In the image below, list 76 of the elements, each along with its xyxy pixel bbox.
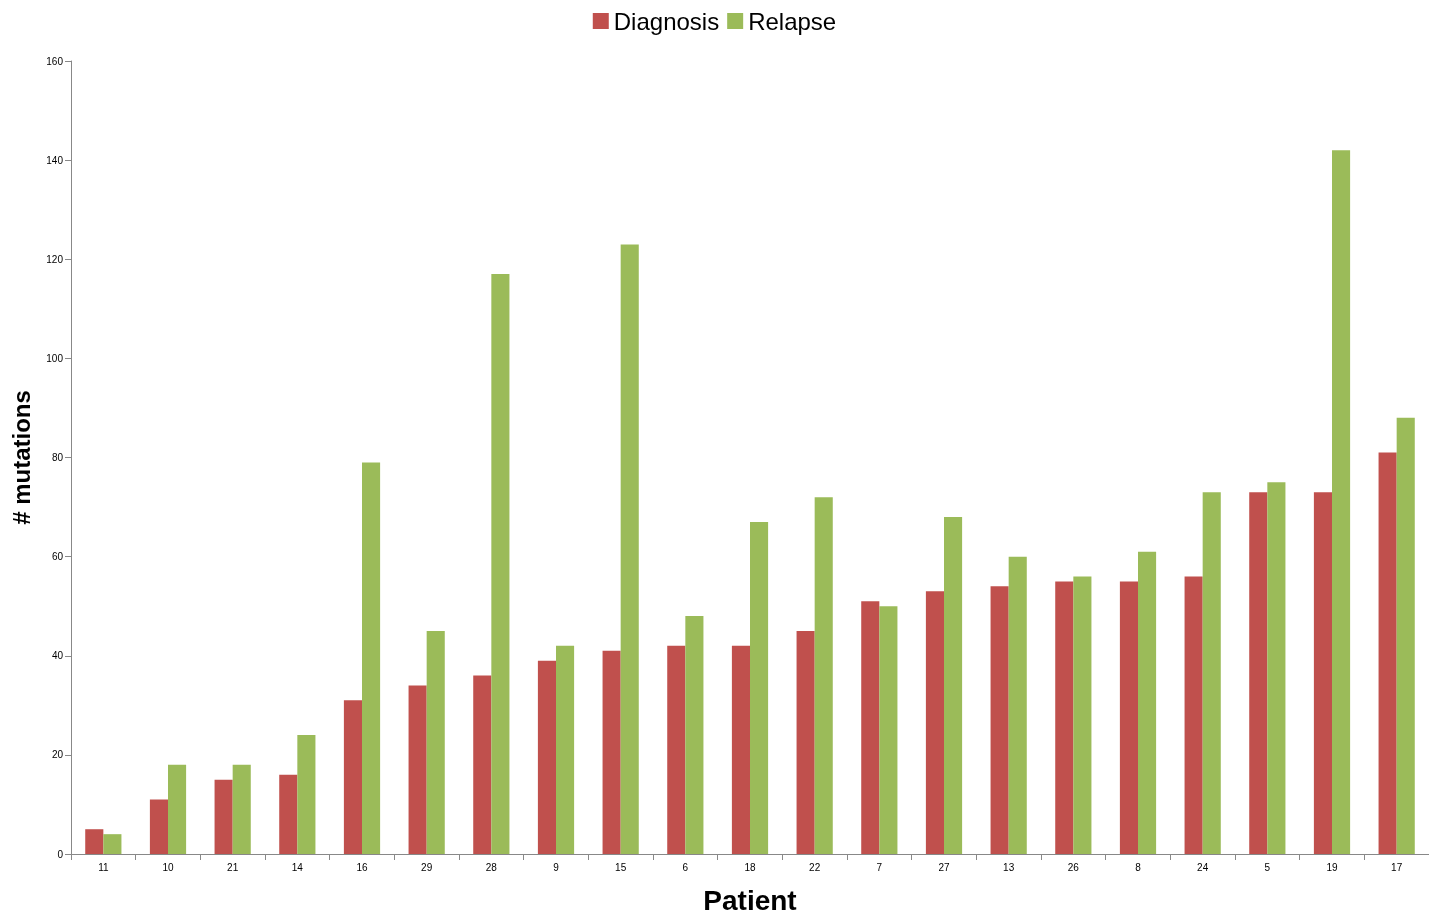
y-tick-label: 120: [46, 253, 64, 265]
bar: [1055, 581, 1074, 854]
bar: [556, 645, 575, 854]
bar: [279, 774, 298, 854]
bar: [362, 462, 381, 854]
y-tick-label: 60: [51, 551, 64, 563]
bar: [1332, 150, 1351, 854]
legend-label: Diagnosis: [613, 7, 720, 35]
bar: [343, 700, 362, 854]
legend-label: Relapse: [748, 7, 837, 35]
bar: [232, 764, 251, 854]
bar: [491, 274, 510, 854]
bar: [1073, 576, 1092, 854]
bar: [925, 591, 944, 854]
bar: [602, 650, 621, 854]
y-tick-label: 80: [51, 452, 64, 463]
bar: [667, 645, 686, 854]
bar: [990, 586, 1009, 854]
bar: [879, 606, 898, 854]
x-tick-label: 5: [1264, 861, 1271, 873]
y-axis-title: # mutations: [7, 390, 35, 525]
x-tick-label: 7: [876, 861, 883, 873]
bar: [537, 660, 556, 854]
bar: [85, 829, 104, 854]
y-tick-label: 20: [51, 749, 64, 761]
y-tick-label: 40: [51, 650, 64, 662]
x-tick-label: 22: [809, 861, 821, 873]
x-tick-label: 14: [291, 861, 304, 873]
bar: [1249, 492, 1268, 854]
y-tick-label: 140: [46, 154, 64, 166]
y-tick-label: 0: [57, 848, 64, 860]
bar: [814, 497, 833, 854]
x-tick-label: 24: [1197, 861, 1209, 873]
bar: [168, 764, 187, 854]
bar: [1202, 492, 1221, 854]
bar: [1267, 482, 1286, 854]
bar: [1396, 417, 1415, 854]
bar: [685, 616, 704, 854]
bar: [473, 675, 492, 854]
x-tick-label: 13: [1003, 861, 1015, 873]
x-tick-label: 27: [938, 861, 950, 873]
bar: [149, 799, 168, 854]
x-tick-label: 18: [744, 861, 756, 873]
x-tick-label: 16: [356, 861, 368, 873]
bar: [796, 630, 815, 854]
x-tick-label: 11: [98, 861, 109, 873]
bar: [426, 630, 445, 854]
x-tick-label: 29: [421, 861, 433, 873]
bar: [103, 834, 122, 854]
bar: [297, 735, 316, 854]
bar: [1313, 492, 1332, 854]
bar: [1184, 576, 1203, 854]
x-tick-label: 28: [485, 861, 498, 873]
x-tick-label: 15: [615, 861, 627, 873]
x-tick-label: 19: [1326, 861, 1338, 873]
x-tick-label: 10: [162, 861, 174, 873]
x-tick-label: 9: [553, 861, 560, 873]
bar: [1119, 581, 1138, 854]
bar: [1138, 551, 1157, 854]
x-tick-label: 6: [682, 861, 689, 873]
bar: [1378, 452, 1397, 854]
x-tick-label: 17: [1391, 861, 1403, 873]
x-tick-label: 8: [1135, 861, 1142, 873]
y-tick-label: 160: [46, 55, 64, 67]
y-tick-label: 100: [46, 352, 64, 364]
bar: [731, 645, 750, 854]
bar: [750, 521, 769, 854]
bar: [944, 516, 963, 854]
bar: [1008, 556, 1027, 854]
bar: [861, 601, 880, 854]
x-axis-title: Patient: [703, 884, 797, 916]
bar: [408, 685, 427, 854]
bar: [620, 244, 639, 854]
bar: [214, 779, 233, 854]
x-tick-label: 21: [227, 861, 239, 873]
x-tick-label: 26: [1067, 861, 1080, 873]
